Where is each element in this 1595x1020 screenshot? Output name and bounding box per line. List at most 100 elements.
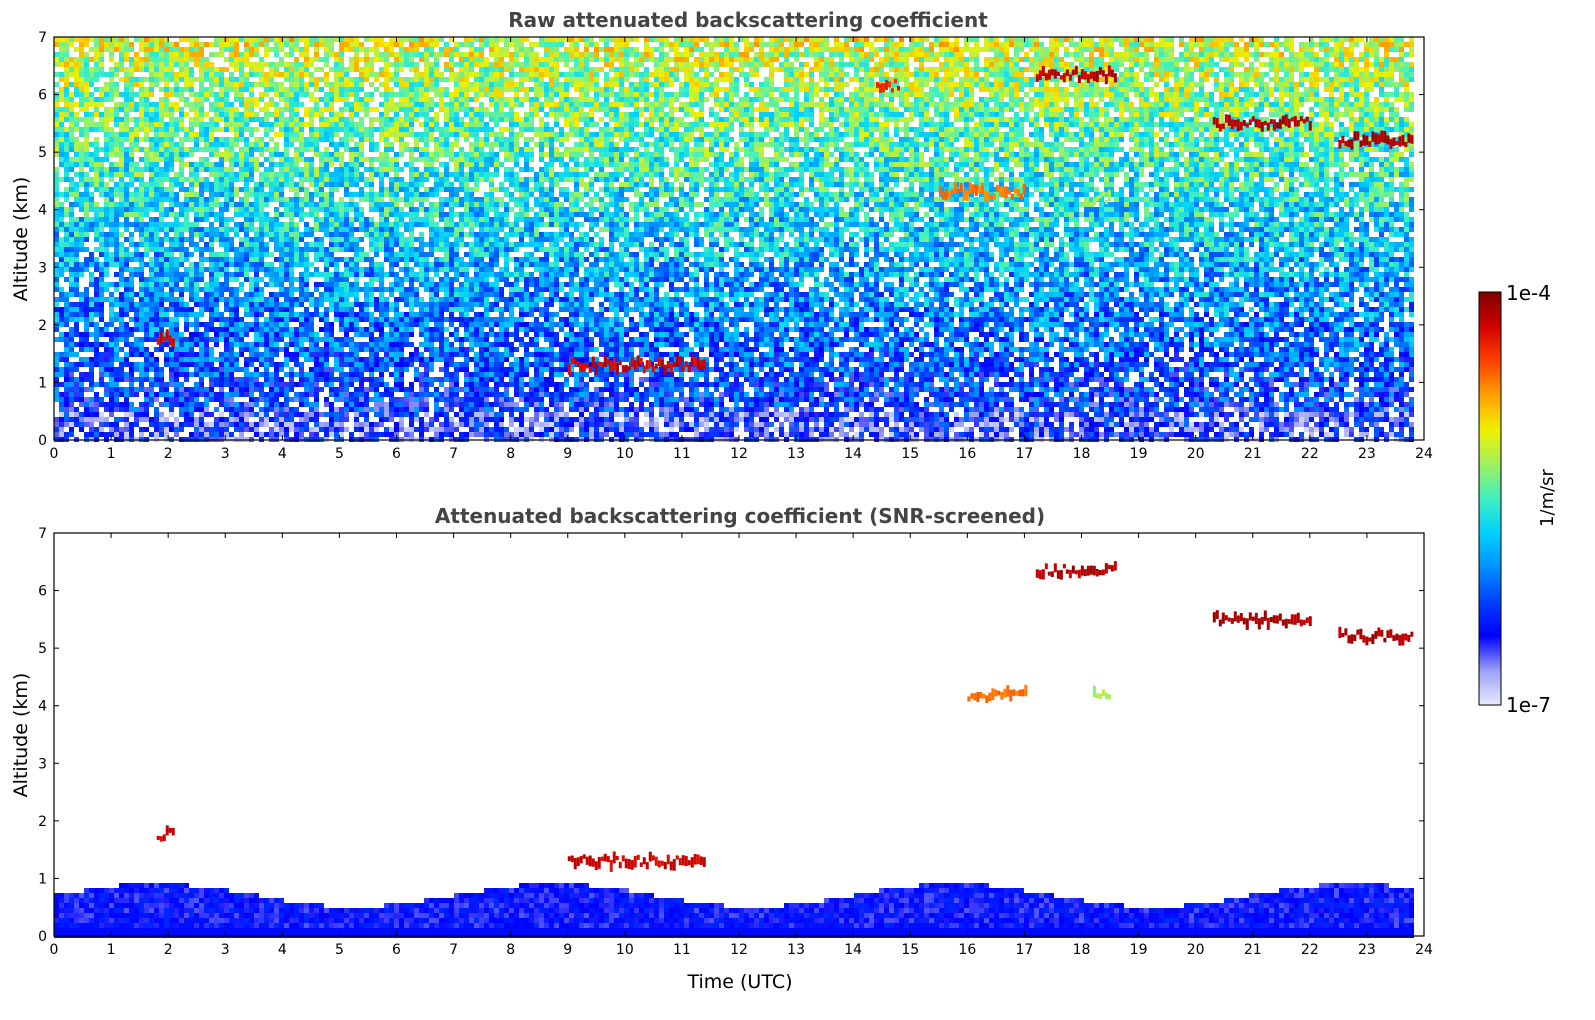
backscatter-cell — [819, 117, 824, 122]
backscatter-cell — [189, 37, 194, 42]
backscatter-cell — [1084, 112, 1089, 117]
backscatter-cell — [1329, 122, 1334, 127]
backscatter-cell — [644, 97, 649, 102]
backscatter-cell — [624, 87, 629, 92]
backscatter-cell — [1189, 122, 1194, 127]
backscatter-cell — [604, 112, 609, 117]
backscatter-cell — [384, 52, 389, 57]
backscatter-cell — [84, 77, 89, 82]
backscatter-cell — [629, 122, 634, 127]
backscatter-cell — [414, 112, 419, 117]
backscatter-cell — [464, 137, 469, 142]
backscatter-cell — [164, 82, 169, 87]
backscatter-cell — [879, 92, 884, 97]
backscatter-cell — [214, 122, 219, 127]
backscatter-cell — [934, 102, 939, 107]
backscatter-cell — [159, 147, 164, 152]
backscatter-cell — [1219, 102, 1224, 107]
backscatter-cell — [549, 82, 554, 87]
backscatter-cell — [394, 67, 399, 72]
backscatter-cell — [434, 82, 439, 87]
backscatter-cell — [449, 92, 454, 97]
backscatter-cell — [879, 72, 884, 77]
backscatter-cell — [1079, 107, 1084, 112]
backscatter-cell — [699, 112, 704, 117]
backscatter-cell — [1304, 47, 1309, 52]
backscatter-cell — [1354, 82, 1359, 87]
backscatter-cell — [719, 127, 724, 132]
backscatter-cell — [864, 72, 869, 77]
backscatter-cell — [589, 82, 594, 87]
backscatter-cell — [59, 92, 64, 97]
backscatter-cell — [1284, 107, 1289, 112]
backscatter-cell — [1074, 52, 1079, 57]
backscatter-cell — [874, 47, 879, 52]
backscatter-cell — [634, 82, 639, 87]
backscatter-cell — [1014, 37, 1019, 42]
backscatter-cell — [394, 82, 399, 87]
backscatter-cell — [1164, 82, 1169, 87]
backscatter-cell — [364, 52, 369, 57]
backscatter-cell — [1324, 137, 1329, 142]
backscatter-cell — [1144, 47, 1149, 52]
backscatter-cell — [309, 77, 314, 82]
backscatter-cell — [1134, 72, 1139, 77]
backscatter-cell — [684, 82, 689, 87]
backscatter-cell — [189, 47, 194, 52]
backscatter-cell — [564, 97, 569, 102]
backscatter-cell — [129, 147, 134, 152]
backscatter-cell — [959, 107, 964, 112]
backscatter-cell — [944, 137, 949, 142]
backscatter-cell — [579, 137, 584, 142]
backscatter-cell — [504, 142, 509, 147]
backscatter-cell — [554, 137, 559, 142]
backscatter-cell — [909, 127, 914, 132]
backscatter-cell — [224, 107, 229, 112]
backscatter-cell — [1199, 67, 1204, 72]
backscatter-cell — [259, 117, 264, 122]
backscatter-cell — [809, 72, 814, 77]
backscatter-cell — [1194, 142, 1199, 147]
backscatter-cell — [594, 57, 599, 62]
backscatter-cell — [754, 42, 759, 47]
backscatter-cell — [1044, 62, 1049, 67]
backscatter-cell — [1299, 57, 1304, 62]
backscatter-cell — [1404, 127, 1409, 132]
backscatter-cell — [1004, 92, 1009, 97]
backscatter-cell — [1104, 112, 1109, 117]
backscatter-cell — [224, 127, 229, 132]
backscatter-cell — [269, 77, 274, 82]
backscatter-cell — [969, 67, 974, 72]
backscatter-cell — [359, 102, 364, 107]
backscatter-cell — [224, 92, 229, 97]
backscatter-cell — [394, 112, 399, 117]
backscatter-cell — [1294, 52, 1299, 57]
backscatter-cell — [94, 87, 99, 92]
backscatter-cell — [629, 132, 634, 137]
backscatter-cell — [789, 62, 794, 67]
backscatter-cell — [919, 142, 924, 147]
backscatter-cell — [514, 117, 519, 122]
backscatter-cell — [709, 42, 714, 47]
backscatter-cell — [399, 82, 404, 87]
backscatter-cell — [834, 97, 839, 102]
backscatter-cell — [1279, 82, 1284, 87]
backscatter-cell — [619, 117, 624, 122]
backscatter-cell — [614, 107, 619, 112]
backscatter-cell — [1114, 127, 1119, 132]
backscatter-cell — [69, 142, 74, 147]
backscatter-cell — [429, 137, 434, 142]
backscatter-cell — [1039, 82, 1044, 87]
backscatter-cell — [64, 82, 69, 87]
backscatter-cell — [409, 92, 414, 97]
backscatter-cell — [819, 137, 824, 142]
backscatter-cell — [1189, 142, 1194, 147]
backscatter-cell — [114, 107, 119, 112]
backscatter-cell — [804, 137, 809, 142]
backscatter-cell — [534, 42, 539, 47]
backscatter-cell — [919, 77, 924, 82]
backscatter-cell — [944, 127, 949, 132]
backscatter-cell — [1089, 142, 1094, 147]
backscatter-cell — [1019, 82, 1024, 87]
backscatter-cell — [354, 47, 359, 52]
